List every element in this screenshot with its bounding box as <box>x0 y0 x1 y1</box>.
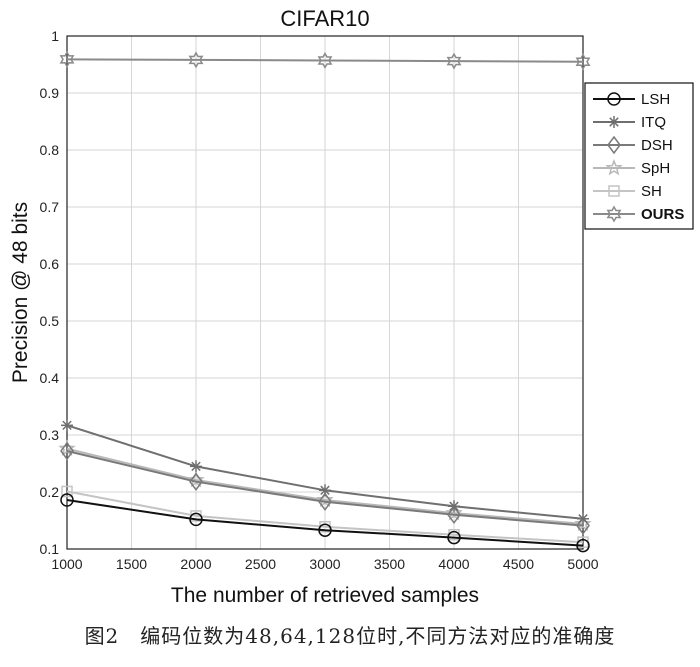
legend-label: DSH <box>641 137 673 154</box>
y-axis-label: Precision @ 48 bits <box>9 202 32 383</box>
x-axis-label: The number of retrieved samples <box>171 584 479 607</box>
x-tick-label: 3000 <box>309 556 340 572</box>
plot-area-frame <box>66 35 584 550</box>
y-tick-label: 0.4 <box>40 370 60 386</box>
legend-label: SpH <box>641 160 670 177</box>
asterisk-stroke <box>449 501 459 511</box>
legend-entry-ours: OURS <box>593 205 684 223</box>
x-tick-labels: 1000 1500 2000 2500 3000 3500 4000 4500 5000 <box>51 556 598 572</box>
legend-entry-dsh: DSH <box>593 135 673 155</box>
series-lsh <box>60 493 590 553</box>
legend: LSH ITQ DSH SpH SH OURS <box>584 82 694 230</box>
data-point-itq <box>448 500 460 513</box>
data-point-sph <box>574 514 592 532</box>
asterisk-stroke <box>320 485 330 496</box>
y-tick-label: 0.9 <box>40 85 60 101</box>
series-sph <box>58 439 592 532</box>
chart-figure: 1000 1500 2000 2500 3000 3500 4000 4500 5000 0.1… <box>9 6 694 607</box>
chart-title: CIFAR10 <box>280 6 369 31</box>
legend-entry-itq: ITQ <box>593 114 666 131</box>
data-point-lsh <box>447 530 461 545</box>
series-itq <box>61 419 589 525</box>
x-tick-label: 3500 <box>374 556 405 572</box>
data-point-itq <box>61 419 73 432</box>
figure-caption: 图2 编码位数为48,64,128位时,不同方法对应的准确度 <box>84 624 616 648</box>
data-point-sph <box>445 504 463 521</box>
x-tick-label: 4000 <box>438 556 469 572</box>
series-line-ours <box>66 58 584 63</box>
legend-entry-sh: SH <box>593 183 662 200</box>
data-point-dsh <box>189 472 203 491</box>
legend-entry-lsh: LSH <box>593 91 670 108</box>
data-point-itq <box>190 460 202 473</box>
data-point-sph <box>316 490 334 508</box>
y-tick-label: 0.8 <box>40 142 60 158</box>
legend-marker-ours <box>606 205 622 223</box>
y-tick-label: 0.3 <box>40 427 60 443</box>
grid-lines <box>66 35 584 550</box>
series-ours <box>59 50 591 71</box>
asterisk-stroke <box>191 461 201 472</box>
data-point-lsh <box>318 523 332 537</box>
x-tick-label: 2500 <box>245 556 276 572</box>
series-line-lsh <box>66 499 584 547</box>
legend-label: ITQ <box>641 114 666 131</box>
data-point-sh <box>61 485 73 498</box>
legend-label: LSH <box>641 91 670 108</box>
data-point-ours <box>446 52 462 70</box>
x-tick-label: 4500 <box>503 556 534 572</box>
x-tick-label: 2000 <box>180 556 211 572</box>
data-point-dsh <box>447 505 461 525</box>
data-point-lsh <box>576 538 590 553</box>
data-point-ours <box>575 53 591 71</box>
legend-marker-lsh <box>607 92 621 106</box>
asterisk-stroke <box>578 514 588 524</box>
data-point-ours <box>188 51 204 69</box>
legend-marker-sph <box>605 158 623 176</box>
data-point-lsh <box>189 512 203 527</box>
x-tick-label: 1000 <box>51 556 82 572</box>
asterisk-stroke <box>609 117 619 127</box>
data-point-dsh <box>318 492 332 511</box>
y-tick-label: 0.2 <box>40 484 60 500</box>
series-line-sh <box>66 490 584 544</box>
data-point-dsh <box>60 441 74 461</box>
series-line-dsh <box>66 450 584 527</box>
data-point-ours <box>317 51 333 70</box>
data-point-lsh <box>60 493 74 507</box>
y-tick-label: 0.5 <box>40 313 60 329</box>
data-point-itq <box>577 512 589 525</box>
y-tick-label: 0.7 <box>40 199 60 215</box>
legend-box <box>584 82 694 230</box>
legend-marker-itq <box>608 116 620 128</box>
x-tick-label: 5000 <box>567 556 598 572</box>
data-point-itq <box>319 484 331 497</box>
y-tick-label: 0.1 <box>40 541 60 557</box>
legend-entry-sph: SpH <box>593 158 670 177</box>
legend-marker-sh <box>608 185 620 197</box>
y-tick-label: 0.6 <box>40 256 60 272</box>
legend-label: SH <box>641 183 662 200</box>
legend-label: OURS <box>641 206 684 223</box>
y-tick-labels: 0.1 0.2 0.3 0.4 0.5 0.6 0.7 0.8 0.9 1 <box>40 28 60 557</box>
series-layer <box>58 50 592 553</box>
asterisk-stroke <box>62 420 72 431</box>
series-line-sph <box>66 447 584 525</box>
y-tick-label: 1 <box>51 28 59 44</box>
legend-marker-dsh <box>607 135 621 155</box>
x-tick-label: 1500 <box>116 556 147 572</box>
data-point-sph <box>187 470 205 488</box>
data-point-ours <box>59 50 75 68</box>
